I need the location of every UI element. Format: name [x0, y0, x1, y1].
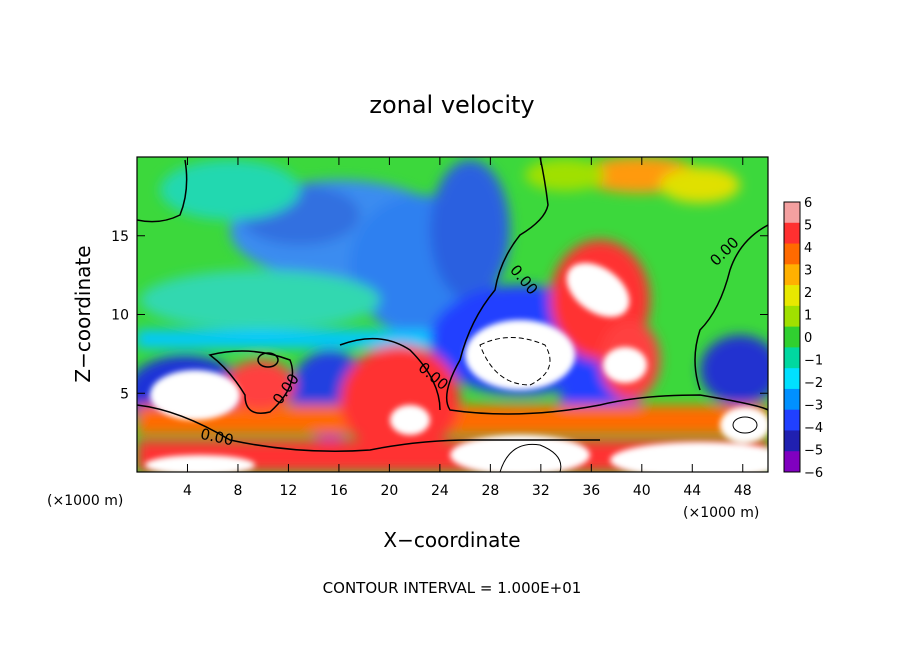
x-tick-label: 8 — [233, 483, 242, 499]
colorbar-swatch — [784, 202, 800, 224]
y-axis: 5 10 15 — [111, 229, 768, 402]
x-tick-label: 28 — [481, 483, 499, 499]
colorbar-frame — [783, 201, 801, 473]
x-tick-label: 48 — [734, 483, 752, 499]
colorbar-label: 4 — [804, 241, 812, 256]
colorbar-label: −1 — [804, 354, 823, 369]
x-tick-label: 44 — [683, 483, 701, 499]
colorbar-swatch — [784, 347, 800, 369]
colorbar-swatch — [784, 285, 800, 307]
colorbar-label: 3 — [804, 264, 812, 279]
colorbar: 6 5 4 3 2 1 0 −1 −2 −3 −4 −5 −6 — [783, 196, 823, 481]
x-axis-title: X−coordinate — [383, 528, 520, 552]
x-tick-label: 36 — [582, 483, 600, 499]
colorbar-label: −5 — [804, 444, 823, 459]
colorbar-swatch — [784, 409, 800, 431]
colorbar-label: −4 — [804, 421, 823, 436]
colorbar-label: −3 — [804, 399, 823, 414]
y-tick-label: 5 — [120, 386, 129, 402]
colorbar-swatch — [784, 388, 800, 411]
x-tick-label: 32 — [532, 483, 550, 499]
colorbar-swatch — [784, 243, 800, 265]
x-unit-label: (×1000 m) — [683, 505, 759, 521]
x-tick-label: 12 — [280, 483, 298, 499]
colorbar-swatch — [784, 451, 800, 473]
colorbar-label: 5 — [804, 219, 812, 234]
colorbar-label: 2 — [804, 286, 812, 301]
x-tick-label: 16 — [330, 483, 348, 499]
colorbar-label: −2 — [804, 376, 823, 391]
y-tick-label: 10 — [111, 308, 129, 324]
y-tick-label: 15 — [111, 229, 129, 245]
colorbar-label: 0 — [804, 331, 812, 346]
x-axis: 4 8 12 16 20 24 28 32 36 40 44 48 — [183, 157, 752, 499]
colorbar-swatch — [784, 368, 800, 390]
y-unit-label: (×1000 m) — [47, 493, 123, 509]
x-tick-label: 24 — [431, 483, 449, 499]
x-tick-label: 4 — [183, 483, 192, 499]
y-axis-title: Z−coordinate — [71, 245, 95, 382]
colorbar-swatch — [784, 264, 800, 286]
colorbar-label: 1 — [804, 309, 812, 324]
colorbar-swatch — [784, 430, 800, 452]
colorbar-swatch — [784, 305, 800, 328]
contour-interval-note: CONTOUR INTERVAL = 1.000E+01 — [323, 579, 582, 597]
x-tick-label: 20 — [380, 483, 398, 499]
chart-title: zonal velocity — [369, 91, 534, 119]
colorbar-swatch — [784, 326, 800, 348]
colorbar-label: 6 — [804, 196, 812, 211]
colorbar-label: −6 — [804, 466, 823, 481]
heatmap-field — [137, 157, 768, 472]
colorbar-swatch — [784, 222, 800, 245]
x-tick-label: 40 — [633, 483, 651, 499]
